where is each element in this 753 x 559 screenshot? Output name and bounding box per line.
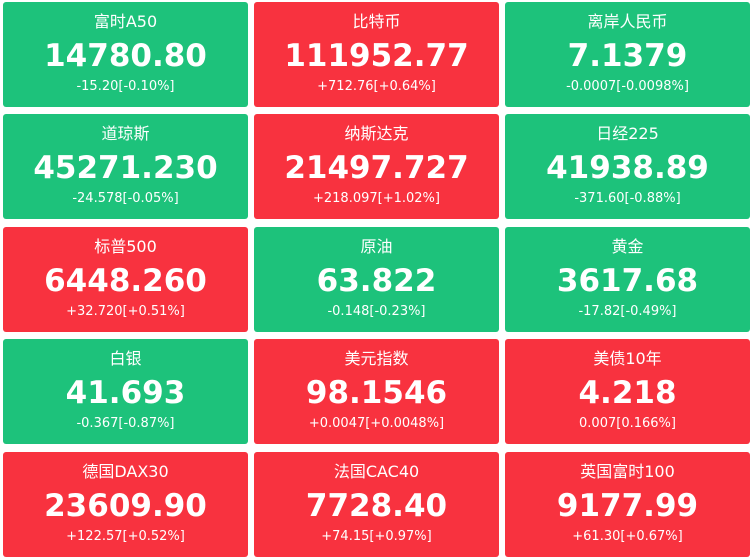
quote-tile-nasdaq[interactable]: 纳斯达克 21497.727 +218.097[+1.02%] bbox=[254, 114, 499, 219]
quote-tile-ftse-100[interactable]: 英国富时100 9177.99 +61.30[+0.67%] bbox=[505, 452, 750, 557]
quote-name: 富时A50 bbox=[93, 12, 158, 31]
quote-name: 白银 bbox=[109, 349, 142, 368]
quote-name: 比特币 bbox=[352, 12, 401, 31]
quote-price: 111952.77 bbox=[284, 38, 469, 74]
quote-name: 道琼斯 bbox=[101, 124, 150, 143]
quote-change: -15.20[-0.10%] bbox=[76, 79, 175, 94]
quote-tile-dollar-index[interactable]: 美元指数 98.1546 +0.0047[+0.0048%] bbox=[254, 339, 499, 444]
quote-change: -371.60[-0.88%] bbox=[574, 191, 681, 206]
quote-tile-silver[interactable]: 白银 41.693 -0.367[-0.87%] bbox=[3, 339, 248, 444]
quote-price: 98.1546 bbox=[305, 375, 448, 411]
quote-tile-gold[interactable]: 黄金 3617.68 -17.82[-0.49%] bbox=[505, 227, 750, 332]
quote-price: 41938.89 bbox=[546, 150, 709, 186]
quote-name: 德国DAX30 bbox=[82, 462, 169, 481]
quote-change: +61.30[+0.67%] bbox=[572, 529, 683, 544]
quote-name: 纳斯达克 bbox=[344, 124, 409, 143]
quote-price: 9177.99 bbox=[556, 488, 699, 524]
quote-name: 日经225 bbox=[596, 124, 659, 143]
quote-name: 离岸人民币 bbox=[587, 12, 668, 31]
quote-name: 美债10年 bbox=[593, 349, 662, 368]
quote-name: 英国富时100 bbox=[580, 462, 675, 481]
quote-change: -17.82[-0.49%] bbox=[578, 304, 677, 319]
quote-price: 7.1379 bbox=[567, 38, 688, 74]
quote-tile-dax-30[interactable]: 德国DAX30 23609.90 +122.57[+0.52%] bbox=[3, 452, 248, 557]
quote-tile-nikkei-225[interactable]: 日经225 41938.89 -371.60[-0.88%] bbox=[505, 114, 750, 219]
quote-tile-crude-oil[interactable]: 原油 63.822 -0.148[-0.23%] bbox=[254, 227, 499, 332]
quote-name: 标普500 bbox=[94, 237, 157, 256]
quote-name: 原油 bbox=[360, 237, 393, 256]
quote-price: 21497.727 bbox=[284, 150, 469, 186]
quote-price: 45271.230 bbox=[33, 150, 218, 186]
quote-price: 3617.68 bbox=[556, 263, 699, 299]
quote-tile-cac-40[interactable]: 法国CAC40 7728.40 +74.15[+0.97%] bbox=[254, 452, 499, 557]
quote-tile-offshore-rmb[interactable]: 离岸人民币 7.1379 -0.0007[-0.0098%] bbox=[505, 2, 750, 107]
quote-tile-sp-500[interactable]: 标普500 6448.260 +32.720[+0.51%] bbox=[3, 227, 248, 332]
quote-price: 63.822 bbox=[316, 263, 437, 299]
quote-tile-ftse-china-a50[interactable]: 富时A50 14780.80 -15.20[-0.10%] bbox=[3, 2, 248, 107]
quote-change: +0.0047[+0.0048%] bbox=[308, 416, 445, 431]
quote-change: +122.57[+0.52%] bbox=[66, 529, 185, 544]
quote-change: +218.097[+1.02%] bbox=[313, 191, 440, 206]
quote-tile-dow-jones[interactable]: 道琼斯 45271.230 -24.578[-0.05%] bbox=[3, 114, 248, 219]
quote-name: 美元指数 bbox=[344, 349, 409, 368]
quote-price: 23609.90 bbox=[44, 488, 207, 524]
quote-change: -0.367[-0.87%] bbox=[76, 416, 175, 431]
quote-name: 法国CAC40 bbox=[333, 462, 420, 481]
quote-change: -0.0007[-0.0098%] bbox=[566, 79, 689, 94]
quote-change: -0.148[-0.23%] bbox=[327, 304, 426, 319]
quote-price: 41.693 bbox=[65, 375, 186, 411]
quote-change: +32.720[+0.51%] bbox=[66, 304, 185, 319]
quote-price: 4.218 bbox=[578, 375, 677, 411]
quote-price: 14780.80 bbox=[44, 38, 207, 74]
quote-change: 0.007[0.166%] bbox=[579, 416, 676, 431]
quote-name: 黄金 bbox=[611, 237, 644, 256]
quote-price: 7728.40 bbox=[305, 488, 448, 524]
quote-price: 6448.260 bbox=[44, 263, 207, 299]
quote-change: -24.578[-0.05%] bbox=[72, 191, 179, 206]
quote-tile-bitcoin[interactable]: 比特币 111952.77 +712.76[+0.64%] bbox=[254, 2, 499, 107]
quote-change: +712.76[+0.64%] bbox=[317, 79, 436, 94]
quote-tile-us-10y-treasury[interactable]: 美债10年 4.218 0.007[0.166%] bbox=[505, 339, 750, 444]
quote-change: +74.15[+0.97%] bbox=[321, 529, 432, 544]
